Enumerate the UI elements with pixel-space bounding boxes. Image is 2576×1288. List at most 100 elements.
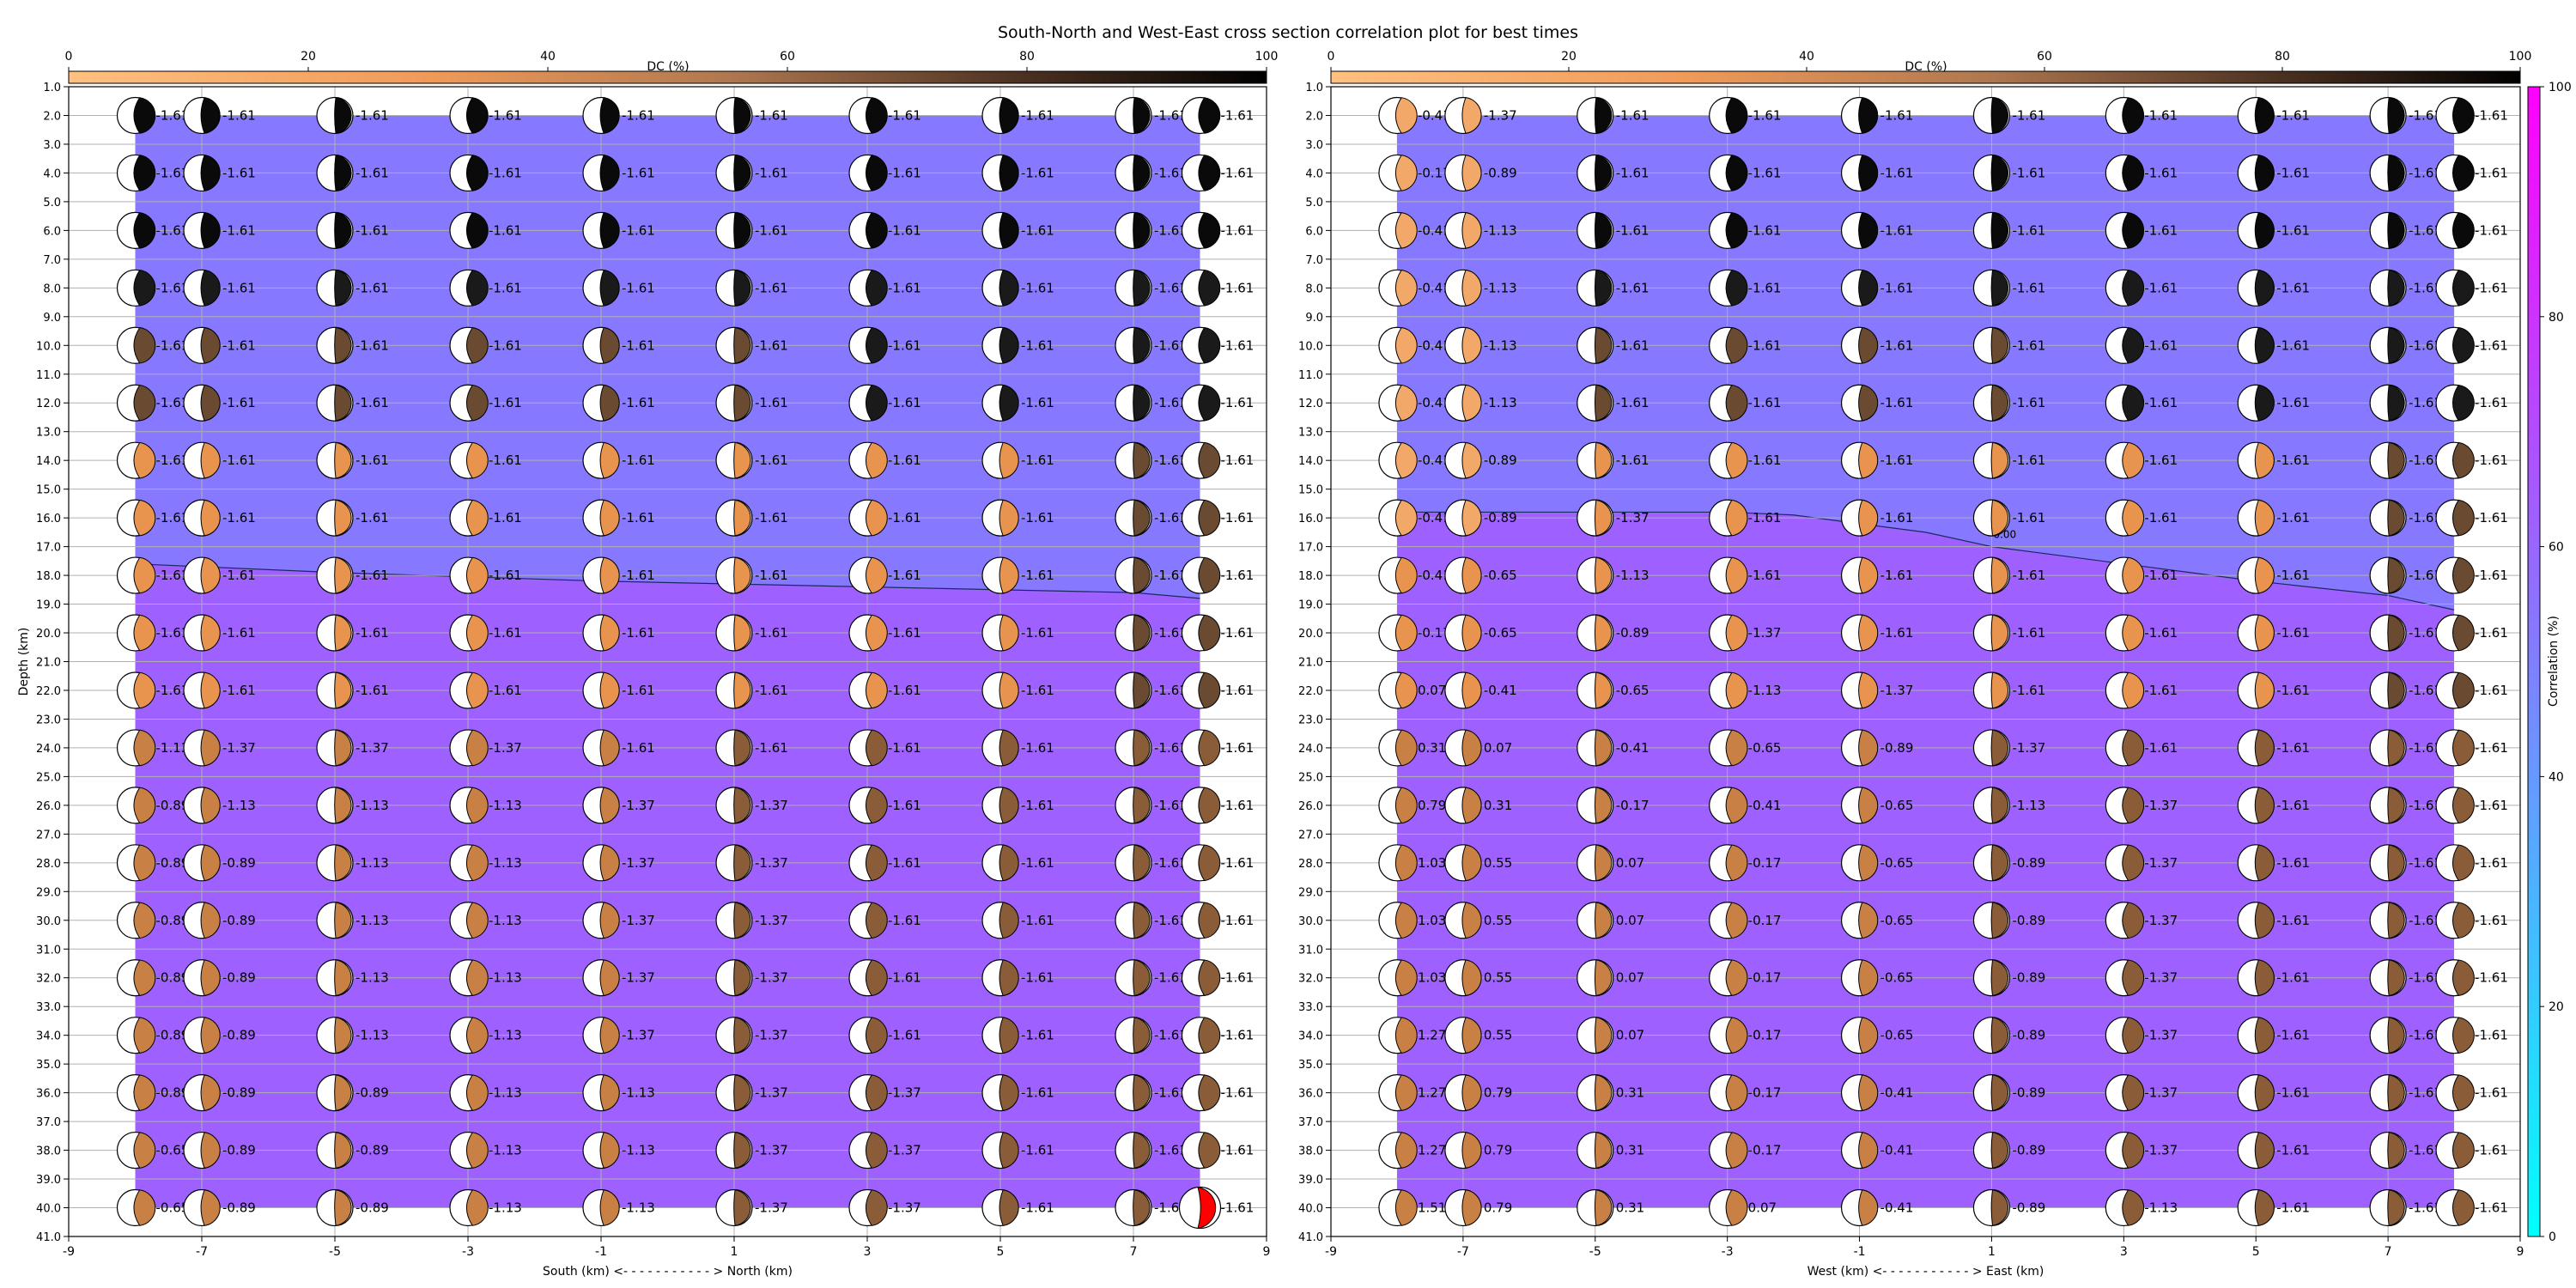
x-tick-label: -3 [462,1245,474,1259]
focal-mechanism-beachball [1972,96,2011,135]
score-label: -0.89 [222,1028,256,1043]
beachball-compressional-quadrant [1198,902,1221,939]
score-label: -1.61 [2409,798,2442,813]
score-label: -1.61 [222,165,256,180]
score-label: -1.61 [622,510,655,526]
score-label: -1.61 [755,107,788,123]
y-tick-label: 20.0 [1298,628,1323,641]
y-tick-label: 5.0 [1305,197,1323,210]
score-label: -1.61 [1154,683,1188,698]
beachball-compressional-quadrant [1725,671,1748,709]
score-label: -0.65 [1880,1028,1914,1043]
score-label: -0.89 [1484,510,1517,526]
beachball-compressional-quadrant [1725,269,1748,307]
y-tick-label: 8.0 [43,283,61,295]
x-tick-label: 9 [1263,1245,1271,1259]
focal-mechanism-beachball [1444,787,1482,824]
score-label: -1.61 [489,625,522,641]
beachball-compressional-quadrant [865,212,888,249]
focal-mechanism-beachball [582,384,620,422]
focal-mechanism-beachball [1115,1017,1152,1054]
beachball-compressional-quadrant [599,269,620,307]
focal-mechanism-beachball [715,671,753,709]
beachball-compressional-quadrant [334,97,352,134]
focal-mechanism-beachball [582,1188,620,1227]
focal-mechanism-beachball [2369,269,2407,307]
score-label: -1.61 [1748,165,1782,180]
beachball-compressional-quadrant [1594,384,1613,422]
score-label: -1.61 [2276,568,2310,583]
focal-mechanism-beachball [2237,441,2275,479]
focal-mechanism-beachball [1181,671,1221,709]
focal-mechanism-beachball [715,614,753,652]
focal-mechanism-beachball [1115,96,1152,135]
score-label: -1.61 [2276,798,2310,813]
score-label: -1.61 [1221,222,1255,238]
focal-mechanism-beachball [1972,787,2011,824]
dc-colorbar-left: DC (%) 0 20 40 60 80 100 [65,50,1278,84]
focal-mechanism-beachball [116,1188,156,1227]
score-label: 1.27 [1418,1028,1446,1043]
score-label: -1.61 [622,337,655,353]
beachball-compressional-quadrant [1990,959,2009,997]
y-tick-label: 4.0 [1305,167,1323,180]
beachball-compressional-quadrant [999,844,1019,882]
score-label: -1.37 [1484,107,1517,123]
focal-mechanism-beachball [1709,902,1748,939]
beachball-compressional-quadrant [1858,212,1879,249]
focal-mechanism-beachball [1444,1074,1482,1112]
focal-mechanism-beachball [1444,1188,1482,1227]
focal-mechanism-beachball [1181,729,1221,767]
dc-colorbar-left-label: DC (%) [647,60,689,74]
score-label: -1.13 [622,1143,655,1158]
score-label: -1.61 [156,683,190,698]
score-label: -1.61 [2276,453,2310,468]
score-label: -1.61 [2475,453,2508,468]
x-tick-label: -7 [196,1245,208,1259]
focal-mechanism-beachball [449,787,489,824]
focal-mechanism-beachball [1709,1131,1748,1170]
beachball-compressional-quadrant [2451,959,2475,997]
score-label: -1.61 [1616,280,1649,295]
focal-mechanism-beachball [2369,844,2407,882]
focal-mechanism-beachball [715,556,753,594]
beachball-compressional-quadrant [865,97,888,134]
y-tick-label: 17.0 [1298,542,1323,555]
score-label: -1.61 [1154,855,1188,871]
score-label: -1.61 [2144,568,2178,583]
beachball-compressional-quadrant [200,1132,221,1169]
beachball-compressional-quadrant [1990,97,2009,134]
score-label: -0.65 [156,1143,190,1158]
focal-mechanism-beachball [2105,902,2145,939]
score-label: -0.41 [1748,798,1782,813]
beachball-compressional-quadrant [2122,269,2145,307]
score-label: -1.37 [2012,740,2045,756]
focal-mechanism-beachball [2237,671,2275,709]
beachball-compressional-quadrant [733,326,751,364]
beachball-compressional-quadrant [599,326,620,364]
score-label: -1.37 [2144,855,2178,871]
focal-mechanism-beachball [1577,96,1614,135]
score-label: -1.61 [2144,625,2178,641]
score-label: -1.61 [2409,1028,2442,1043]
focal-mechanism-beachball [582,211,620,249]
focal-mechanism-beachball [183,902,221,939]
y-tick-label: 27.0 [1298,829,1323,841]
beachball-compressional-quadrant [1461,384,1482,422]
focal-mechanism-beachball [582,556,620,594]
correlation-tick-label: 100 [2549,81,2572,94]
beachball-compressional-quadrant [200,614,221,652]
focal-mechanism-beachball [1972,154,2011,192]
focal-mechanism-beachball [1378,902,1418,939]
focal-mechanism-beachball [1444,902,1482,939]
beachball-compressional-quadrant [1858,269,1879,307]
score-label: -1.61 [156,337,190,353]
focal-mechanism-beachball [183,1017,221,1054]
beachball-compressional-quadrant [1133,1189,1151,1226]
beachball-compressional-quadrant [2122,1017,2145,1054]
beachball-compressional-quadrant [2387,556,2405,594]
focal-mechanism-beachball [2369,902,2407,939]
score-label: -1.61 [1748,222,1782,238]
score-label: -1.61 [1880,337,1914,353]
focal-mechanism-beachball [2237,326,2275,364]
